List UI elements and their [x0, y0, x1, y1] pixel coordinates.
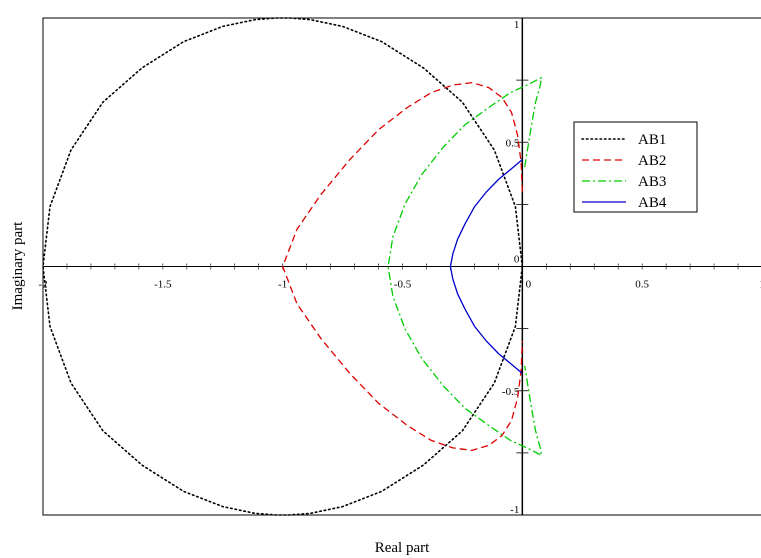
x-tick-label: -0.5	[394, 279, 412, 291]
x-tick-label: 0.5	[635, 279, 649, 291]
y-tick-label: -1	[510, 504, 519, 516]
x-tick-label: 0	[526, 279, 532, 291]
y-tick-label: -0.5	[502, 386, 520, 398]
x-axis-title: Real part	[375, 540, 430, 556]
series-line-ab4	[449, 159, 523, 374]
x-tick-label: -2	[38, 279, 47, 291]
series-line-ab2	[282, 81, 523, 452]
y-tick-label: 0.5	[506, 137, 520, 149]
legend: AB1 AB2 AB3 AB4	[573, 121, 698, 213]
y-axis-title: Imaginary part	[10, 221, 26, 311]
legend-box	[573, 121, 698, 213]
x-tick-label: -1.5	[154, 279, 172, 291]
x-tick-label: -1	[278, 279, 287, 291]
y-tick-label: 1	[514, 19, 520, 31]
series-line-ab3	[387, 76, 543, 457]
x-tick-label: 1	[759, 279, 761, 291]
series-layer	[42, 17, 543, 516]
legend-label-ab2: AB2	[638, 153, 666, 169]
y-tick-label: 0	[514, 254, 520, 266]
legend-label-ab3: AB3	[638, 174, 666, 190]
series-line-ab1	[42, 17, 524, 516]
axes-layer: -2 -1.5 -1 -0.5 0 0.5 1 -1 -0.5 0 0.5 1	[38, 17, 761, 516]
legend-label-ab1: AB1	[638, 132, 666, 148]
legend-label-ab4: AB4	[638, 195, 667, 211]
